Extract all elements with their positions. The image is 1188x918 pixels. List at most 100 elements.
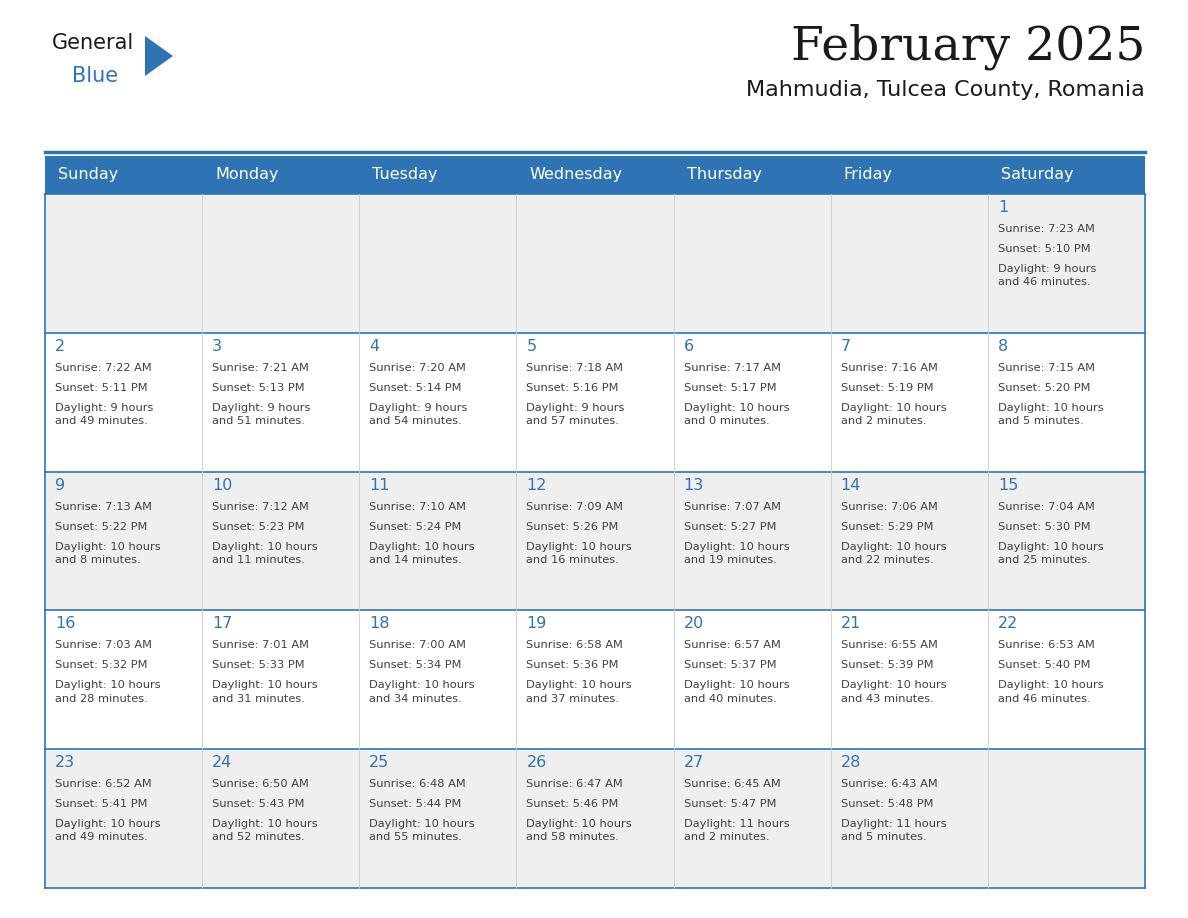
- Text: 6: 6: [683, 339, 694, 353]
- Text: Sunset: 5:19 PM: Sunset: 5:19 PM: [841, 383, 934, 393]
- Text: Sunset: 5:22 PM: Sunset: 5:22 PM: [55, 521, 147, 532]
- Bar: [45, 194, 1145, 333]
- Text: Sunrise: 7:12 AM: Sunrise: 7:12 AM: [213, 501, 309, 511]
- Text: Saturday: Saturday: [1000, 167, 1074, 183]
- Text: Sunrise: 7:22 AM: Sunrise: 7:22 AM: [55, 363, 152, 373]
- Text: Sunrise: 6:57 AM: Sunrise: 6:57 AM: [683, 641, 781, 650]
- Text: 21: 21: [841, 616, 861, 632]
- Text: Daylight: 10 hours
and 28 minutes.: Daylight: 10 hours and 28 minutes.: [55, 680, 160, 703]
- Text: Sunrise: 7:03 AM: Sunrise: 7:03 AM: [55, 641, 152, 650]
- Text: 19: 19: [526, 616, 546, 632]
- Text: February 2025: February 2025: [791, 23, 1145, 70]
- Text: Sunset: 5:14 PM: Sunset: 5:14 PM: [369, 383, 462, 393]
- Text: 3: 3: [213, 339, 222, 353]
- Bar: [45, 472, 1145, 610]
- Text: Sunrise: 7:07 AM: Sunrise: 7:07 AM: [683, 501, 781, 511]
- Text: Sunset: 5:29 PM: Sunset: 5:29 PM: [841, 521, 934, 532]
- Text: Daylight: 10 hours
and 43 minutes.: Daylight: 10 hours and 43 minutes.: [841, 680, 947, 703]
- Text: Sunset: 5:34 PM: Sunset: 5:34 PM: [369, 660, 462, 670]
- Text: Sunrise: 7:23 AM: Sunrise: 7:23 AM: [998, 224, 1094, 234]
- Text: Sunrise: 7:10 AM: Sunrise: 7:10 AM: [369, 501, 466, 511]
- Text: Sunrise: 6:52 AM: Sunrise: 6:52 AM: [55, 779, 152, 789]
- Text: Daylight: 10 hours
and 14 minutes.: Daylight: 10 hours and 14 minutes.: [369, 542, 475, 565]
- Text: Sunrise: 6:55 AM: Sunrise: 6:55 AM: [841, 641, 937, 650]
- Text: 9: 9: [55, 477, 65, 493]
- Text: Sunrise: 6:45 AM: Sunrise: 6:45 AM: [683, 779, 781, 789]
- Text: Sunset: 5:48 PM: Sunset: 5:48 PM: [841, 800, 934, 809]
- Text: Daylight: 10 hours
and 16 minutes.: Daylight: 10 hours and 16 minutes.: [526, 542, 632, 565]
- Text: Daylight: 10 hours
and 2 minutes.: Daylight: 10 hours and 2 minutes.: [841, 403, 947, 426]
- Text: Sunset: 5:13 PM: Sunset: 5:13 PM: [213, 383, 305, 393]
- Text: 14: 14: [841, 477, 861, 493]
- Text: Daylight: 9 hours
and 57 minutes.: Daylight: 9 hours and 57 minutes.: [526, 403, 625, 426]
- Text: 1: 1: [998, 200, 1009, 215]
- Text: Daylight: 10 hours
and 34 minutes.: Daylight: 10 hours and 34 minutes.: [369, 680, 475, 703]
- Text: Sunrise: 6:50 AM: Sunrise: 6:50 AM: [213, 779, 309, 789]
- Text: Daylight: 10 hours
and 49 minutes.: Daylight: 10 hours and 49 minutes.: [55, 819, 160, 843]
- Text: Sunset: 5:43 PM: Sunset: 5:43 PM: [213, 800, 304, 809]
- Text: Daylight: 10 hours
and 11 minutes.: Daylight: 10 hours and 11 minutes.: [213, 542, 317, 565]
- Text: Sunrise: 7:16 AM: Sunrise: 7:16 AM: [841, 363, 937, 373]
- Bar: [45, 156, 1145, 194]
- Text: Sunrise: 7:00 AM: Sunrise: 7:00 AM: [369, 641, 466, 650]
- Text: 4: 4: [369, 339, 379, 353]
- Text: Daylight: 10 hours
and 55 minutes.: Daylight: 10 hours and 55 minutes.: [369, 819, 475, 843]
- Text: Blue: Blue: [72, 66, 118, 86]
- Text: Sunset: 5:32 PM: Sunset: 5:32 PM: [55, 660, 147, 670]
- Text: Mahmudia, Tulcea County, Romania: Mahmudia, Tulcea County, Romania: [746, 80, 1145, 100]
- Text: Daylight: 9 hours
and 46 minutes.: Daylight: 9 hours and 46 minutes.: [998, 264, 1097, 287]
- Text: Daylight: 10 hours
and 19 minutes.: Daylight: 10 hours and 19 minutes.: [683, 542, 789, 565]
- Text: Daylight: 10 hours
and 40 minutes.: Daylight: 10 hours and 40 minutes.: [683, 680, 789, 703]
- Text: Daylight: 10 hours
and 5 minutes.: Daylight: 10 hours and 5 minutes.: [998, 403, 1104, 426]
- Text: 7: 7: [841, 339, 851, 353]
- Text: General: General: [52, 33, 134, 53]
- Text: Sunrise: 7:06 AM: Sunrise: 7:06 AM: [841, 501, 937, 511]
- Text: Sunrise: 7:13 AM: Sunrise: 7:13 AM: [55, 501, 152, 511]
- Text: Daylight: 10 hours
and 31 minutes.: Daylight: 10 hours and 31 minutes.: [213, 680, 317, 703]
- Text: Sunset: 5:20 PM: Sunset: 5:20 PM: [998, 383, 1091, 393]
- Text: Monday: Monday: [215, 167, 279, 183]
- Text: Sunrise: 7:20 AM: Sunrise: 7:20 AM: [369, 363, 466, 373]
- Bar: [45, 749, 1145, 888]
- Text: Sunrise: 6:58 AM: Sunrise: 6:58 AM: [526, 641, 624, 650]
- Text: Sunrise: 7:21 AM: Sunrise: 7:21 AM: [213, 363, 309, 373]
- Text: Daylight: 10 hours
and 8 minutes.: Daylight: 10 hours and 8 minutes.: [55, 542, 160, 565]
- Text: 11: 11: [369, 477, 390, 493]
- Text: Sunset: 5:33 PM: Sunset: 5:33 PM: [213, 660, 305, 670]
- Text: 8: 8: [998, 339, 1009, 353]
- Text: 27: 27: [683, 756, 703, 770]
- Text: Sunrise: 7:04 AM: Sunrise: 7:04 AM: [998, 501, 1094, 511]
- Text: Sunrise: 7:01 AM: Sunrise: 7:01 AM: [213, 641, 309, 650]
- Text: Sunset: 5:37 PM: Sunset: 5:37 PM: [683, 660, 776, 670]
- Text: Sunset: 5:30 PM: Sunset: 5:30 PM: [998, 521, 1091, 532]
- Text: Daylight: 10 hours
and 0 minutes.: Daylight: 10 hours and 0 minutes.: [683, 403, 789, 426]
- Bar: [45, 610, 1145, 749]
- Text: Sunset: 5:44 PM: Sunset: 5:44 PM: [369, 800, 462, 809]
- Polygon shape: [145, 36, 173, 76]
- Text: 15: 15: [998, 477, 1018, 493]
- Text: Sunrise: 7:17 AM: Sunrise: 7:17 AM: [683, 363, 781, 373]
- Text: 23: 23: [55, 756, 75, 770]
- Text: Sunset: 5:24 PM: Sunset: 5:24 PM: [369, 521, 462, 532]
- Text: Sunrise: 6:53 AM: Sunrise: 6:53 AM: [998, 641, 1094, 650]
- Text: Daylight: 11 hours
and 2 minutes.: Daylight: 11 hours and 2 minutes.: [683, 819, 789, 843]
- Text: 26: 26: [526, 756, 546, 770]
- Text: Sunset: 5:41 PM: Sunset: 5:41 PM: [55, 800, 147, 809]
- Text: Sunrise: 7:15 AM: Sunrise: 7:15 AM: [998, 363, 1095, 373]
- Text: 20: 20: [683, 616, 703, 632]
- Bar: [45, 333, 1145, 472]
- Text: Sunrise: 6:47 AM: Sunrise: 6:47 AM: [526, 779, 624, 789]
- Text: Sunset: 5:16 PM: Sunset: 5:16 PM: [526, 383, 619, 393]
- Text: Daylight: 10 hours
and 37 minutes.: Daylight: 10 hours and 37 minutes.: [526, 680, 632, 703]
- Text: Sunrise: 6:48 AM: Sunrise: 6:48 AM: [369, 779, 466, 789]
- Text: Daylight: 11 hours
and 5 minutes.: Daylight: 11 hours and 5 minutes.: [841, 819, 947, 843]
- Text: Thursday: Thursday: [687, 167, 762, 183]
- Text: 10: 10: [213, 477, 233, 493]
- Text: 2: 2: [55, 339, 65, 353]
- Text: Daylight: 9 hours
and 49 minutes.: Daylight: 9 hours and 49 minutes.: [55, 403, 153, 426]
- Text: Sunset: 5:46 PM: Sunset: 5:46 PM: [526, 800, 619, 809]
- Text: 13: 13: [683, 477, 703, 493]
- Text: 25: 25: [369, 756, 390, 770]
- Text: Daylight: 10 hours
and 46 minutes.: Daylight: 10 hours and 46 minutes.: [998, 680, 1104, 703]
- Text: Daylight: 10 hours
and 52 minutes.: Daylight: 10 hours and 52 minutes.: [213, 819, 317, 843]
